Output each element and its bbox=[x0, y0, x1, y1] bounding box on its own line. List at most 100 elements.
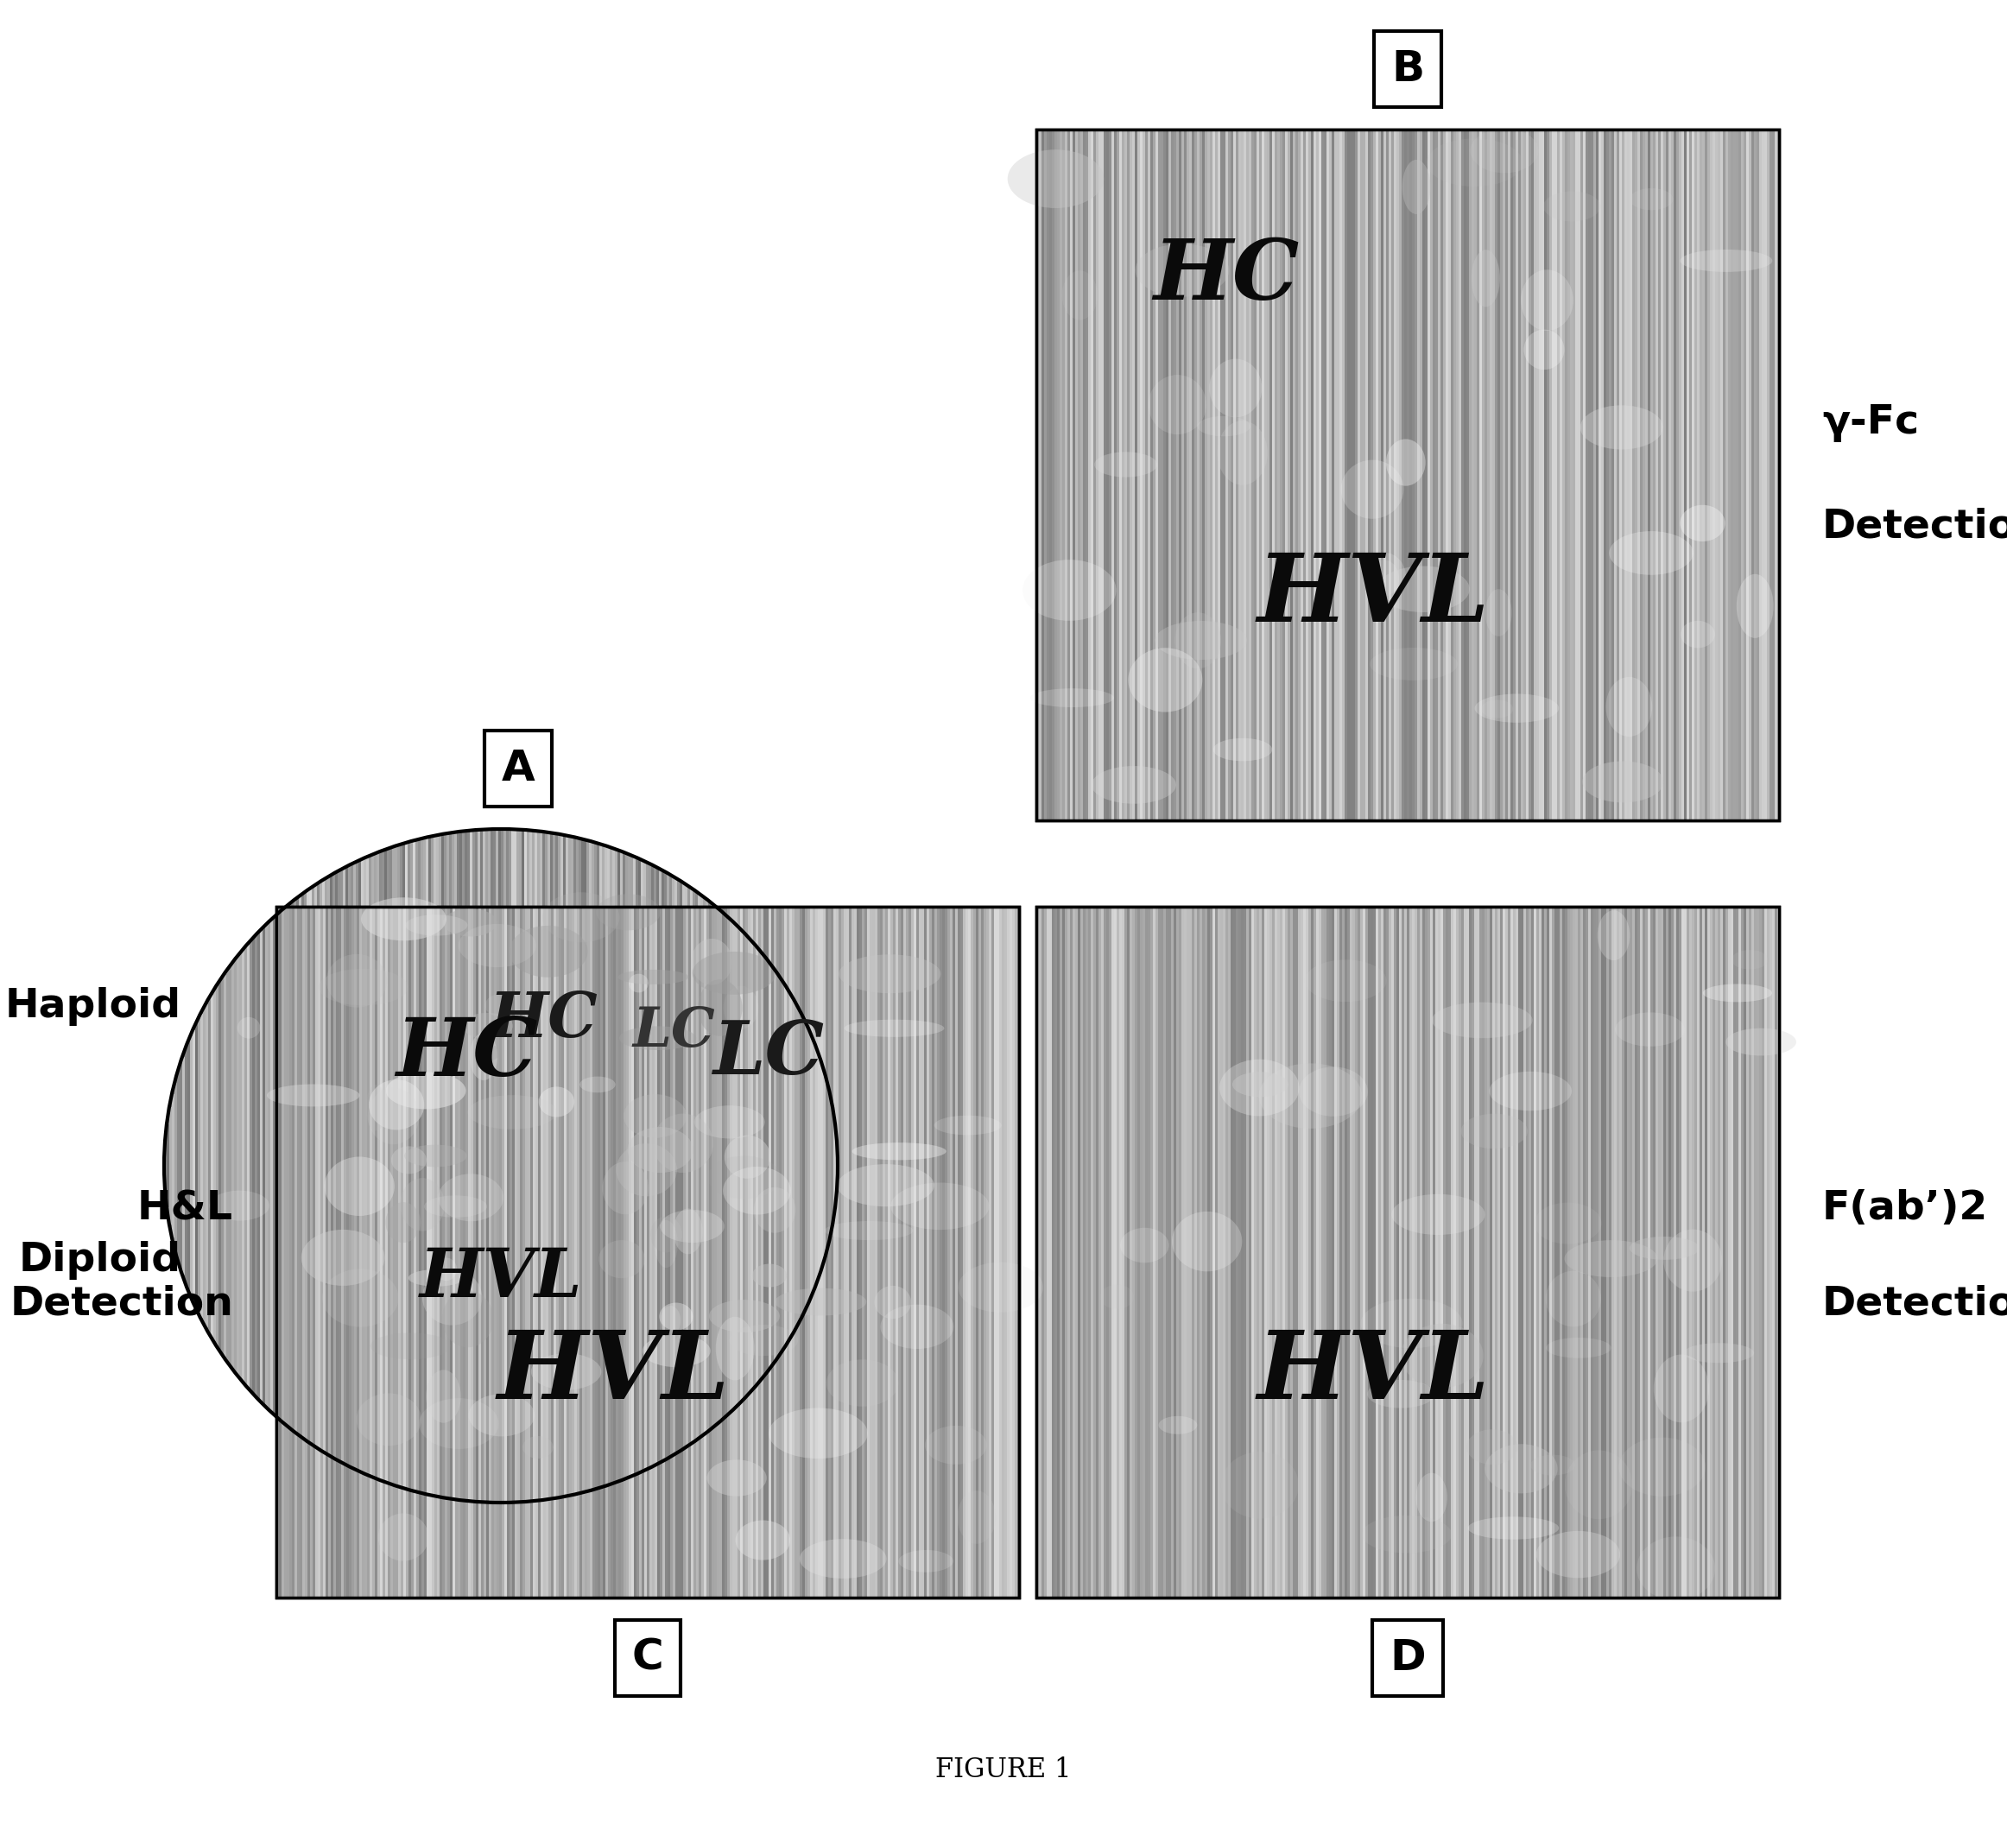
Ellipse shape bbox=[1401, 1323, 1483, 1388]
Ellipse shape bbox=[458, 924, 536, 967]
Bar bbox=[277, 907, 1020, 1597]
Ellipse shape bbox=[385, 1203, 421, 1242]
Ellipse shape bbox=[510, 926, 588, 978]
Ellipse shape bbox=[658, 1303, 692, 1331]
Ellipse shape bbox=[598, 1240, 644, 1279]
Ellipse shape bbox=[1216, 421, 1268, 484]
Text: D: D bbox=[1389, 1637, 1425, 1678]
Text: LC: LC bbox=[632, 1005, 714, 1059]
Ellipse shape bbox=[618, 970, 688, 985]
Ellipse shape bbox=[542, 893, 620, 942]
Ellipse shape bbox=[674, 1331, 700, 1360]
Ellipse shape bbox=[1610, 530, 1694, 575]
Ellipse shape bbox=[1363, 1515, 1451, 1552]
Ellipse shape bbox=[1100, 1284, 1134, 1308]
Ellipse shape bbox=[470, 1033, 498, 1081]
Ellipse shape bbox=[1431, 1002, 1533, 1039]
Ellipse shape bbox=[899, 1550, 953, 1573]
Ellipse shape bbox=[1654, 1355, 1710, 1423]
Ellipse shape bbox=[652, 1114, 712, 1173]
Text: HC: HC bbox=[395, 1015, 538, 1092]
Ellipse shape bbox=[660, 1307, 680, 1336]
Ellipse shape bbox=[799, 1539, 887, 1578]
Ellipse shape bbox=[1008, 150, 1104, 209]
Ellipse shape bbox=[650, 1216, 682, 1253]
Ellipse shape bbox=[825, 1222, 913, 1240]
Ellipse shape bbox=[538, 1087, 574, 1116]
Ellipse shape bbox=[1535, 1530, 1620, 1578]
Ellipse shape bbox=[694, 1105, 765, 1138]
Ellipse shape bbox=[1305, 959, 1387, 1002]
Ellipse shape bbox=[1403, 159, 1431, 214]
Ellipse shape bbox=[1702, 983, 1772, 1002]
Bar bbox=[1036, 907, 1778, 1597]
Ellipse shape bbox=[1485, 1443, 1557, 1493]
Ellipse shape bbox=[1726, 1027, 1796, 1055]
Ellipse shape bbox=[654, 1220, 678, 1268]
Ellipse shape bbox=[1680, 249, 1772, 272]
Ellipse shape bbox=[522, 1436, 554, 1458]
Ellipse shape bbox=[1475, 693, 1559, 723]
Ellipse shape bbox=[1684, 1343, 1754, 1364]
Ellipse shape bbox=[891, 1183, 989, 1229]
Ellipse shape bbox=[957, 1262, 1044, 1312]
Ellipse shape bbox=[853, 1142, 945, 1161]
Ellipse shape bbox=[1391, 1194, 1485, 1234]
Ellipse shape bbox=[1485, 590, 1511, 636]
Text: HVL: HVL bbox=[419, 1246, 582, 1310]
Ellipse shape bbox=[1630, 1236, 1700, 1260]
Ellipse shape bbox=[957, 1491, 995, 1543]
Ellipse shape bbox=[377, 1514, 429, 1562]
Ellipse shape bbox=[837, 1164, 933, 1207]
Ellipse shape bbox=[735, 1521, 791, 1560]
Ellipse shape bbox=[725, 1135, 771, 1179]
Ellipse shape bbox=[1369, 560, 1399, 597]
Ellipse shape bbox=[723, 987, 759, 1029]
Ellipse shape bbox=[1232, 1072, 1288, 1098]
Ellipse shape bbox=[468, 1096, 556, 1129]
Text: Diploid: Diploid bbox=[18, 1242, 181, 1281]
Text: B: B bbox=[1391, 48, 1425, 91]
Ellipse shape bbox=[1664, 1229, 1722, 1292]
Text: A: A bbox=[502, 748, 536, 789]
Ellipse shape bbox=[628, 1127, 692, 1173]
Ellipse shape bbox=[1636, 1536, 1716, 1600]
Ellipse shape bbox=[1120, 1227, 1168, 1262]
Ellipse shape bbox=[616, 1144, 676, 1196]
Ellipse shape bbox=[753, 1264, 787, 1288]
Ellipse shape bbox=[1220, 1453, 1299, 1519]
Ellipse shape bbox=[723, 1166, 791, 1214]
Ellipse shape bbox=[642, 1334, 710, 1368]
Ellipse shape bbox=[385, 1072, 466, 1109]
Bar bbox=[1036, 129, 1778, 821]
Ellipse shape bbox=[486, 994, 512, 1016]
Ellipse shape bbox=[1533, 1203, 1602, 1244]
Ellipse shape bbox=[1680, 621, 1716, 649]
Ellipse shape bbox=[421, 1270, 482, 1325]
Ellipse shape bbox=[1154, 621, 1246, 660]
Ellipse shape bbox=[1606, 676, 1652, 737]
Ellipse shape bbox=[355, 1393, 421, 1445]
Ellipse shape bbox=[369, 1332, 452, 1360]
Ellipse shape bbox=[1531, 1454, 1575, 1475]
Ellipse shape bbox=[442, 1290, 494, 1347]
Text: C: C bbox=[632, 1637, 664, 1678]
Ellipse shape bbox=[1258, 1063, 1363, 1129]
Ellipse shape bbox=[1062, 270, 1098, 320]
Ellipse shape bbox=[1471, 249, 1499, 307]
Ellipse shape bbox=[327, 954, 387, 1007]
Ellipse shape bbox=[1369, 647, 1457, 680]
Ellipse shape bbox=[1489, 1072, 1571, 1111]
Ellipse shape bbox=[438, 1173, 504, 1222]
Ellipse shape bbox=[1427, 139, 1523, 187]
Ellipse shape bbox=[1521, 270, 1573, 331]
Ellipse shape bbox=[690, 939, 733, 985]
Bar bbox=[277, 907, 1020, 1597]
Ellipse shape bbox=[1094, 453, 1158, 477]
Ellipse shape bbox=[1545, 1338, 1612, 1358]
Ellipse shape bbox=[325, 1157, 395, 1216]
Ellipse shape bbox=[698, 979, 743, 1037]
Ellipse shape bbox=[692, 952, 777, 994]
Ellipse shape bbox=[933, 1116, 1001, 1135]
Text: HC: HC bbox=[1154, 237, 1299, 316]
